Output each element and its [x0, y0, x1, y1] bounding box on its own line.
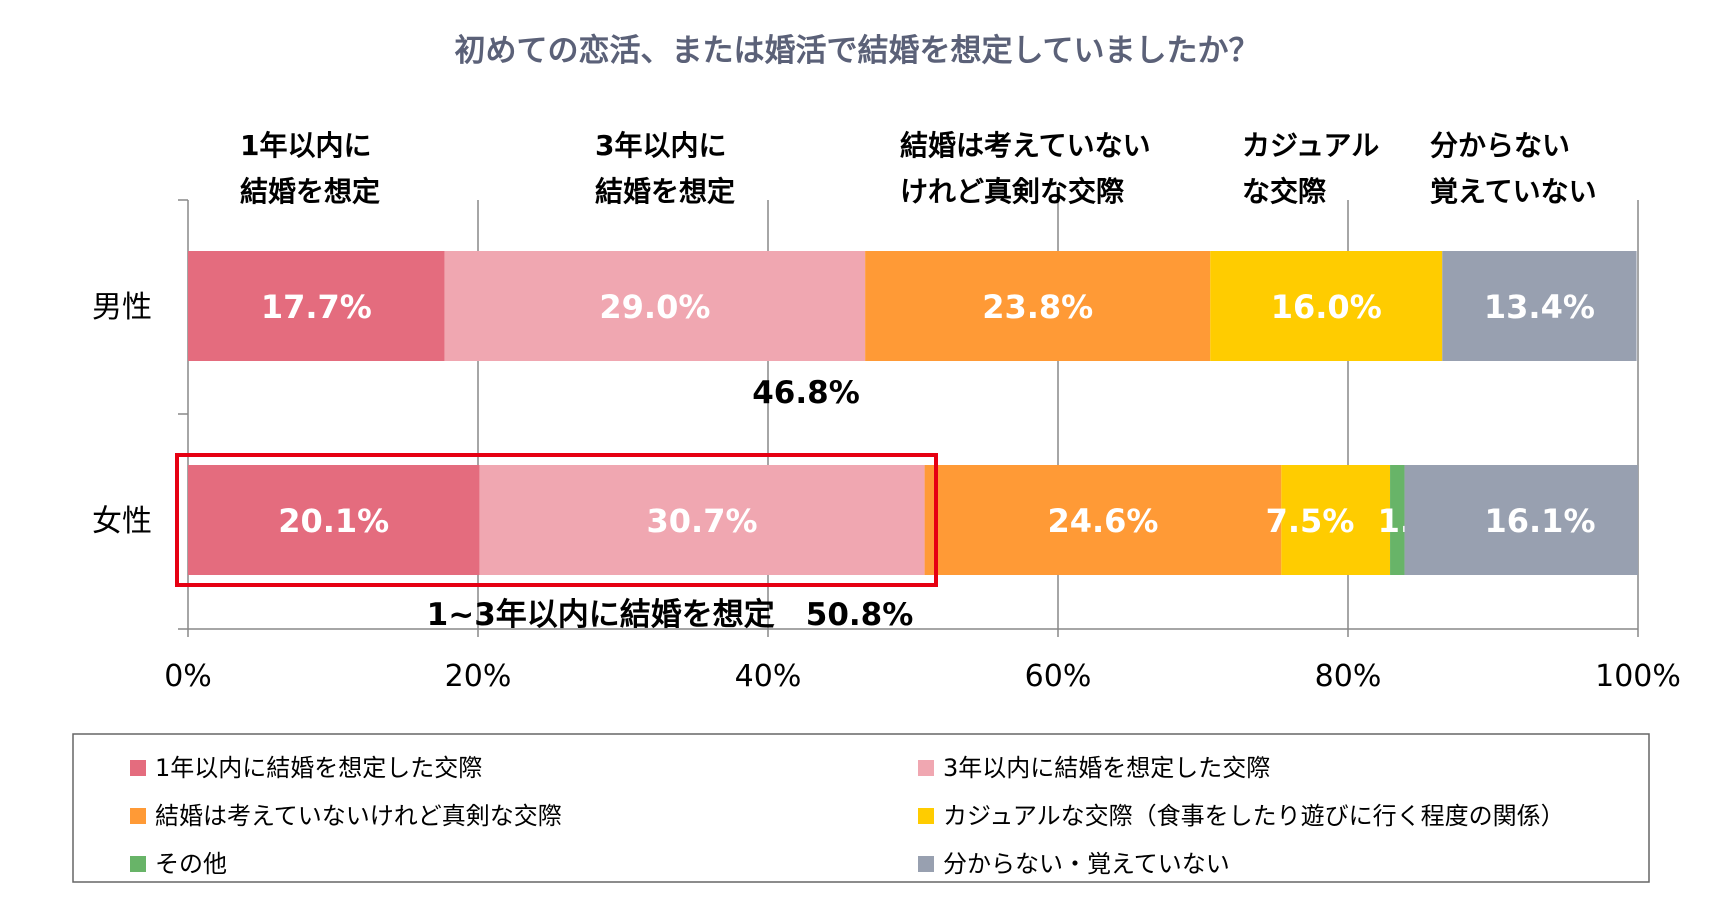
x-tick-label: 100% [1595, 659, 1681, 694]
data-label: 16.0% [1271, 288, 1382, 326]
category-headers: 1年以内に結婚を想定 3年以内に結婚を想定 結婚は考えていないけれど真剣な交際 カジュ… [240, 129, 1597, 208]
bars: 17.7% 29.0% 23.8% 16.0% 13.4% 20.1% 30.7% 24.6%… [188, 251, 1638, 575]
legend-label: その他 [155, 850, 227, 878]
legend-swatch [130, 856, 146, 872]
category-header: 結婚は考えていない [900, 129, 1151, 162]
category-header: 1年以内に [240, 129, 371, 162]
data-label: 29.0% [599, 288, 710, 326]
category-header: けれど真剣な交際 [900, 175, 1124, 208]
legend-label: 結婚は考えていないけれど真剣な交際 [155, 802, 562, 830]
bar-segment [1210, 251, 1443, 361]
legend-label: カジュアルな交際（食事をしたり遊びに行く程度の関係） [943, 802, 1565, 830]
data-label: 23.8% [982, 288, 1093, 326]
y-category-label: 男性 [92, 290, 152, 325]
legend-swatch [918, 856, 934, 872]
data-label: 13.4% [1484, 288, 1595, 326]
bar-segment [1404, 465, 1638, 575]
category-header: カジュアル [1242, 129, 1379, 162]
bar-segment [1281, 465, 1391, 575]
legend-label: 3年以内に結婚を想定した交際 [943, 754, 1270, 782]
bar-segment [188, 465, 480, 575]
x-tick-label: 60% [1025, 659, 1092, 694]
legend-items: 1年以内に結婚を想定した交際 3年以内に結婚を想定した交際結婚は考えていないけれど… [130, 754, 1565, 878]
data-label: 17.7% [261, 288, 372, 326]
data-label: 24.6% [1047, 502, 1158, 540]
x-tick-label: 0% [164, 659, 212, 694]
category-header: 結婚を想定 [595, 175, 735, 208]
bar-segment [444, 251, 866, 361]
legend-swatch [918, 760, 934, 776]
highlight-box [175, 453, 938, 587]
y-category-label: 女性 [92, 504, 152, 539]
data-label: 16.1% [1484, 502, 1595, 540]
bar-segment [865, 251, 1211, 361]
category-header: 結婚を想定 [240, 175, 380, 208]
category-header: 3年以内に [595, 129, 726, 162]
legend-swatch [130, 760, 146, 776]
data-label: 20.1% [278, 502, 389, 540]
x-tick-label: 40% [735, 659, 802, 694]
data-label: 30.7% [647, 502, 758, 540]
bar-segment [479, 465, 925, 575]
bar-segment [1442, 251, 1637, 361]
category-header: 覚えていない [1430, 175, 1597, 208]
female-cumulative-annotation: 1~3年以内に結婚を想定 50.8% [427, 597, 914, 633]
x-tick-label: 20% [445, 659, 512, 694]
legend-label: 分からない・覚えていない [943, 850, 1230, 878]
legend-swatch [918, 808, 934, 824]
male-cumulative-annotation: 46.8% [752, 375, 860, 411]
data-label: 7.5% [1266, 502, 1355, 540]
legend [72, 733, 1650, 883]
x-tick-label: 80% [1315, 659, 1382, 694]
category-header: 分からない [1430, 129, 1570, 162]
bar-segment [188, 251, 445, 361]
legend-label: 1年以内に結婚を想定した交際 [155, 754, 482, 782]
bar-segment [1390, 465, 1405, 575]
bar-segment [924, 465, 1282, 575]
x-axis-ticks: 0% 20% 40% 60% 80% 100% [164, 659, 1681, 694]
chart-title: 初めての恋活、または婚活で結婚を想定していましたか？ [454, 33, 1259, 69]
legend-swatch [130, 808, 146, 824]
category-header: な交際 [1242, 175, 1326, 208]
